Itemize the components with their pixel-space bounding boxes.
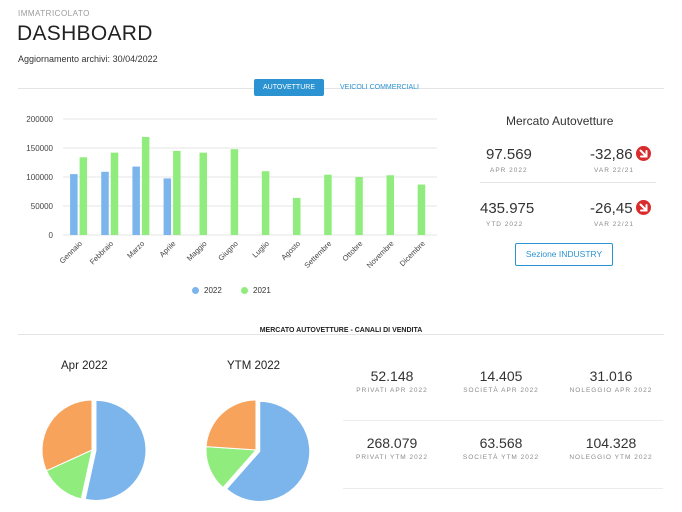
pie-slice-noleggio[interactable] — [41, 399, 93, 472]
apr-var-label: VAR 22/21 — [594, 167, 634, 174]
stat-label: SOCIETÀ APR 2022 — [463, 387, 539, 394]
ytd-var-label: VAR 22/21 — [594, 221, 634, 228]
x-tick-label: Gennaio — [58, 239, 84, 265]
x-tick-label: Giugno — [216, 239, 239, 262]
tab-veicoli-commerciali[interactable]: VEICOLI COMMERCIALI — [340, 84, 419, 91]
bar-2022 — [101, 171, 109, 235]
y-tick-label: 150000 — [26, 144, 53, 153]
update-label: Aggiornamento archivi: — [18, 54, 111, 64]
bar-2021 — [417, 184, 426, 235]
bar-2021 — [230, 149, 239, 235]
page-title: DASHBOARD — [17, 22, 153, 45]
archive-update: Aggiornamento archivi: 30/04/2022 — [18, 54, 158, 64]
stats-divider — [343, 488, 663, 489]
sales-channels-title-text: MERCATO AUTOVETTURE - CANALI DI VENDITA — [253, 327, 429, 334]
stat-label: NOLEGGIO APR 2022 — [569, 387, 653, 394]
market-title: Mercato Autovetture — [506, 114, 614, 128]
legend-2021-label: 2021 — [253, 286, 271, 295]
y-tick-label: 100000 — [26, 173, 53, 182]
legend-2021-marker — [241, 287, 248, 294]
x-tick-label: Luglio — [250, 239, 271, 260]
x-tick-label: Maggio — [185, 239, 209, 263]
x-tick-label: Novembre — [365, 239, 396, 270]
pie-slice-privati[interactable] — [84, 399, 147, 501]
bar-2021 — [110, 152, 119, 235]
bar-2021 — [173, 150, 181, 235]
apr-value: 97.569 — [486, 146, 532, 163]
update-date: 30/04/2022 — [112, 54, 158, 64]
pie-title-apr: Apr 2022 — [61, 360, 108, 372]
industry-section-button[interactable]: Sezione INDUSTRY — [515, 243, 613, 266]
down-arrow-icon — [636, 200, 651, 215]
stats-divider — [343, 420, 663, 421]
y-tick-label: 200000 — [26, 115, 53, 124]
bar-2021 — [261, 171, 270, 235]
ytd-value: 435.975 — [480, 200, 535, 217]
stat-value: 14.405 — [479, 368, 523, 384]
bar-2021 — [79, 157, 88, 235]
stat-value: 268.079 — [366, 435, 418, 451]
stat-label: NOLEGGIO YTM 2022 — [569, 454, 653, 461]
stat-label: SOCIETÀ YTM 2022 — [462, 454, 540, 461]
tab-autovetture[interactable]: AUTOVETTURE — [254, 79, 324, 96]
ytd-var-value: -26,45 — [590, 200, 633, 217]
sales-channels-title: MERCATO AUTOVETTURE - CANALI DI VENDITA — [0, 327, 682, 334]
x-tick-label: Settembre — [302, 239, 333, 270]
x-tick-label: Agosto — [279, 239, 302, 262]
stat-label: PRIVATI APR 2022 — [356, 387, 428, 394]
legend-2022-marker — [192, 287, 199, 294]
x-tick-label: Febbraio — [88, 239, 115, 266]
apr-label: APR 2022 — [490, 167, 528, 174]
bar-2021 — [199, 152, 207, 235]
apr-var-value: -32,86 — [590, 146, 633, 163]
bar-2022 — [132, 166, 140, 235]
x-tick-label: Ottobre — [340, 239, 364, 263]
stat-value: 31.016 — [589, 368, 633, 384]
legend-2022-label: 2022 — [204, 286, 222, 295]
stat-value: 63.568 — [479, 435, 523, 451]
bar-2021 — [141, 136, 150, 235]
bar-2021 — [293, 197, 301, 235]
market-divider — [480, 182, 656, 183]
down-arrow-icon — [636, 146, 651, 161]
bar-2022 — [163, 178, 172, 235]
stat-value: 104.328 — [585, 435, 637, 451]
y-tick-label: 50000 — [31, 202, 54, 211]
bar-2021 — [386, 175, 394, 235]
bar-2022 — [70, 174, 78, 235]
pie-title-ytm: YTM 2022 — [227, 360, 281, 372]
x-tick-label: Dicembre — [398, 239, 427, 268]
bar-2021 — [355, 177, 363, 235]
pie-slice-privati[interactable] — [225, 400, 311, 502]
ytd-label: YTD 2022 — [486, 221, 524, 228]
bar-2021 — [324, 174, 332, 235]
stat-value: 52.148 — [370, 368, 414, 384]
x-tick-label: Marzo — [125, 239, 146, 260]
monthly-registrations-chart: 200000 150000 100000 50000 0 Gennaio Febbraio M… — [26, 115, 437, 270]
pie-slice-noleggio[interactable] — [205, 399, 257, 451]
pie-chart-ytm — [205, 399, 311, 502]
pie-chart-apr — [41, 399, 147, 501]
y-tick-label: 0 — [49, 231, 54, 240]
stat-label: PRIVATI YTM 2022 — [356, 454, 428, 461]
x-tick-label: Aprile — [158, 239, 178, 259]
section-divider — [18, 334, 664, 335]
legend-2022[interactable]: 2022 — [192, 286, 222, 295]
page-kicker: IMMATRICOLATO — [18, 9, 90, 18]
legend-2021[interactable]: 2021 — [241, 286, 271, 295]
